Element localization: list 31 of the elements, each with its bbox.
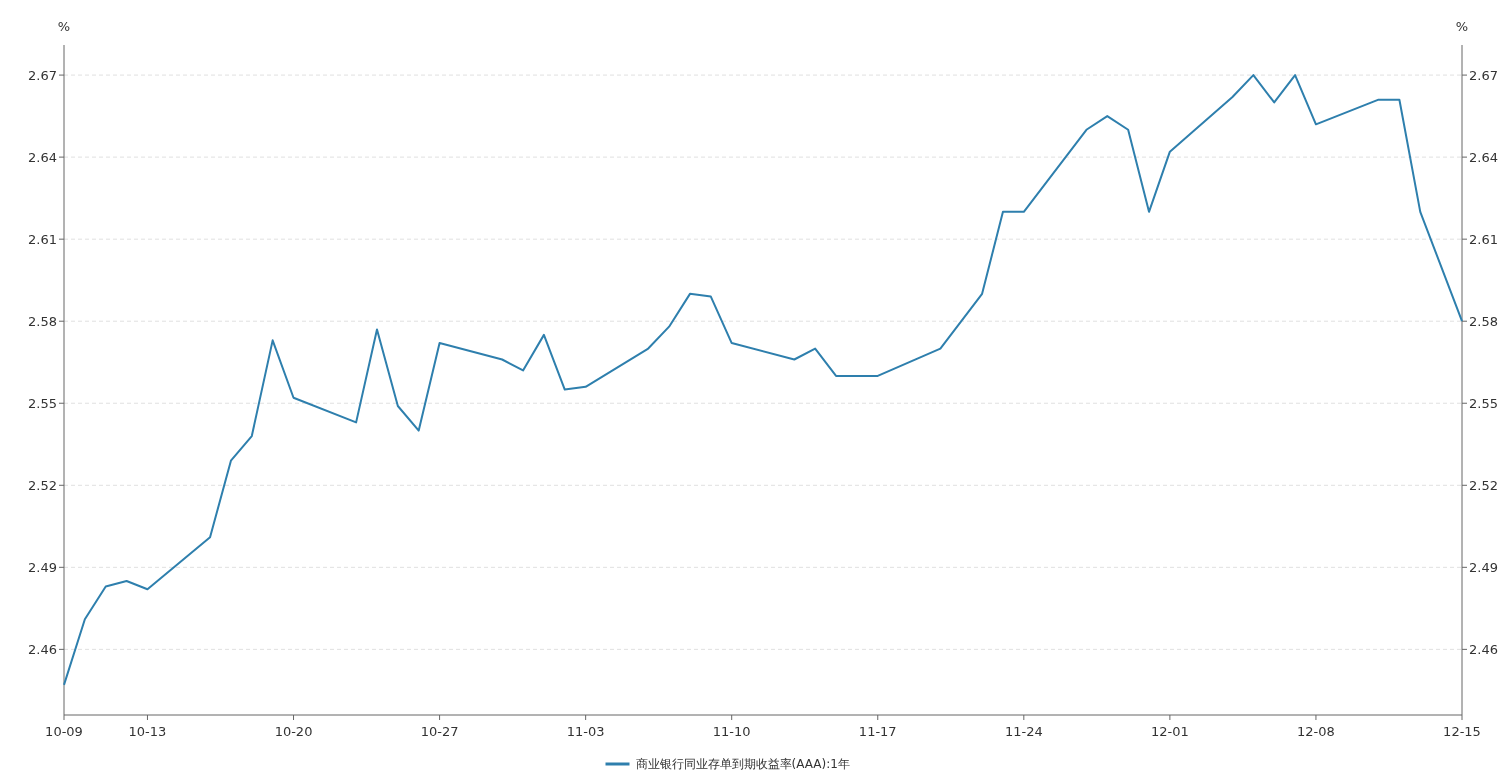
- y2-tick-label: 2.46: [1469, 641, 1498, 657]
- x-tick-label: 12-08: [1297, 724, 1335, 739]
- y-tick-label: 2.55: [28, 395, 57, 411]
- y-axis-title: %: [57, 19, 71, 34]
- y-tick-label: 2.52: [28, 477, 57, 493]
- y-tick-label: 2.64: [28, 149, 57, 165]
- x-tick-label: 12-01: [1150, 724, 1189, 739]
- x-tick-label: 10-27: [420, 724, 459, 739]
- x-tick-label: 11-03: [566, 724, 605, 739]
- y-tick-label: 2.67: [28, 67, 57, 83]
- x-tick-label: 10-20: [274, 724, 313, 739]
- y-tick-label: 2.61: [28, 231, 57, 247]
- x-tick-label: 12-15: [1443, 724, 1481, 739]
- x-tick-label: 10-09: [45, 724, 83, 739]
- legend-label: 商业银行同业存单到期收益率(AAA):1年: [635, 757, 850, 771]
- x-tick-label: 10-13: [128, 724, 167, 739]
- y2-tick-label: 2.67: [1469, 67, 1498, 83]
- y2-tick-label: 2.58: [1469, 313, 1498, 329]
- x-tick-label: 11-10: [712, 724, 751, 739]
- y2-tick-label: 2.52: [1469, 477, 1498, 493]
- line-series: [63, 74, 1463, 686]
- y-tick-label: 2.49: [28, 559, 57, 575]
- y2-tick-label: 2.49: [1469, 559, 1498, 575]
- y-tick-label: 2.58: [28, 313, 57, 329]
- y2-axis-title: %: [1455, 19, 1469, 34]
- x-tick-label: 11-17: [858, 724, 897, 739]
- y2-tick-label: 2.64: [1469, 149, 1498, 165]
- y2-tick-label: 2.61: [1469, 231, 1498, 247]
- y-tick-label: 2.46: [28, 641, 57, 657]
- x-tick-label: 11-24: [1004, 724, 1043, 739]
- y2-tick-label: 2.55: [1469, 395, 1498, 411]
